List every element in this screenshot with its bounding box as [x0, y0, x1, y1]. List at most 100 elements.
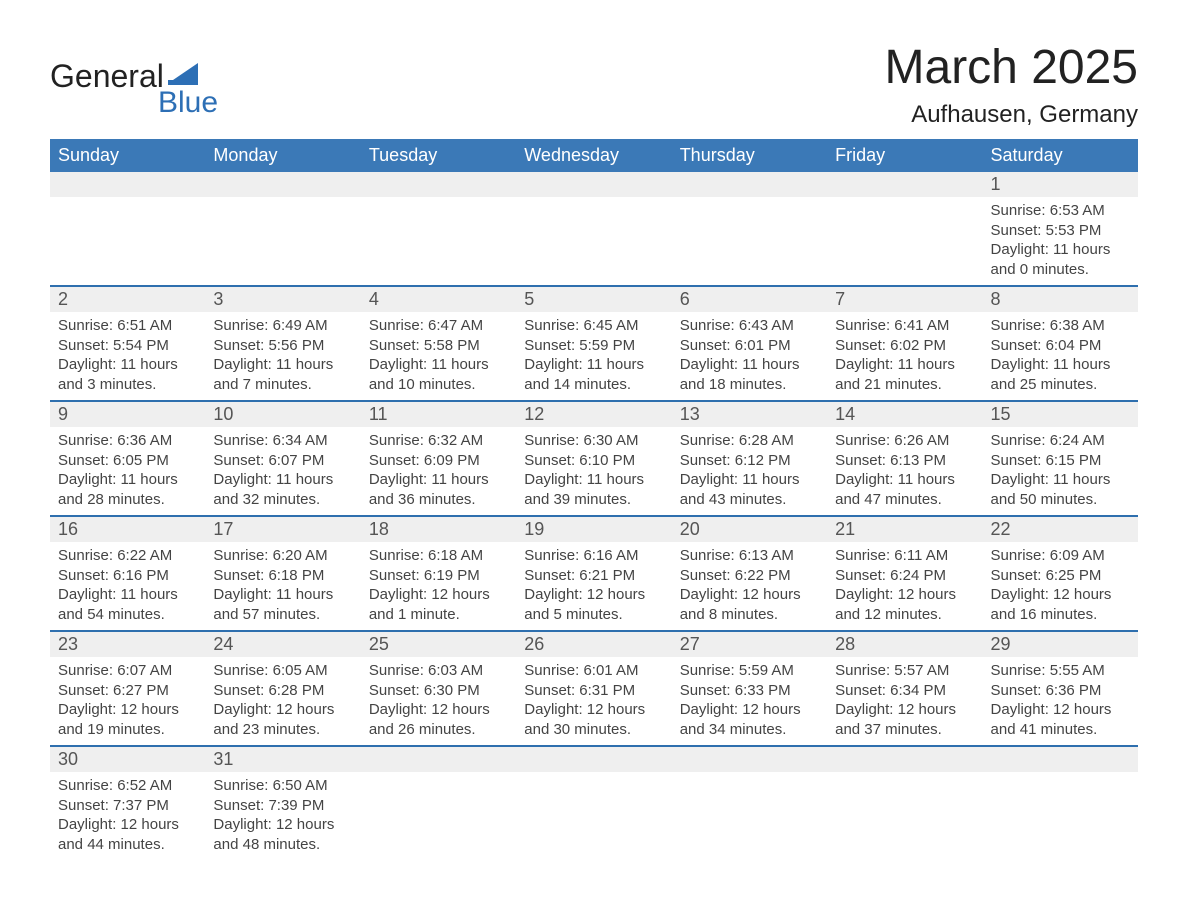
- calendar-table: Sunday Monday Tuesday Wednesday Thursday…: [50, 139, 1138, 860]
- daylight-text: Daylight: 12 hours and 23 minutes.: [213, 700, 352, 739]
- sunrise-text: Sunrise: 6:47 AM: [369, 316, 508, 336]
- daylight-text: Daylight: 11 hours and 25 minutes.: [991, 355, 1130, 394]
- sunrise-text: Sunrise: 5:55 AM: [991, 661, 1130, 681]
- sunset-text: Sunset: 6:36 PM: [991, 681, 1130, 701]
- sunrise-text: Sunrise: 6:36 AM: [58, 431, 197, 451]
- week-daynum-row: 23242526272829: [50, 631, 1138, 657]
- daylight-text: Daylight: 11 hours and 54 minutes.: [58, 585, 197, 624]
- day-number: 26: [516, 631, 671, 657]
- sunrise-text: Sunrise: 6:13 AM: [680, 546, 819, 566]
- day-number: 2: [50, 286, 205, 312]
- col-mon: Monday: [205, 139, 360, 172]
- day-cell: [516, 772, 671, 860]
- day-number: 31: [205, 746, 360, 772]
- day-number: 23: [50, 631, 205, 657]
- day-cell: Sunrise: 6:47 AMSunset: 5:58 PMDaylight:…: [361, 312, 516, 401]
- sunrise-text: Sunrise: 6:01 AM: [524, 661, 663, 681]
- day-number: 8: [983, 286, 1138, 312]
- week-data-row: Sunrise: 6:07 AMSunset: 6:27 PMDaylight:…: [50, 657, 1138, 746]
- daylight-text: Daylight: 12 hours and 44 minutes.: [58, 815, 197, 854]
- sunset-text: Sunset: 6:25 PM: [991, 566, 1130, 586]
- sunset-text: Sunset: 6:19 PM: [369, 566, 508, 586]
- sunset-text: Sunset: 6:27 PM: [58, 681, 197, 701]
- sunrise-text: Sunrise: 6:07 AM: [58, 661, 197, 681]
- daylight-text: Daylight: 11 hours and 39 minutes.: [524, 470, 663, 509]
- day-number: 10: [205, 401, 360, 427]
- sunset-text: Sunset: 6:31 PM: [524, 681, 663, 701]
- week-daynum-row: 2345678: [50, 286, 1138, 312]
- daylight-text: Daylight: 11 hours and 47 minutes.: [835, 470, 974, 509]
- col-wed: Wednesday: [516, 139, 671, 172]
- sunset-text: Sunset: 6:10 PM: [524, 451, 663, 471]
- day-cell: Sunrise: 6:03 AMSunset: 6:30 PMDaylight:…: [361, 657, 516, 746]
- day-number: [205, 172, 360, 197]
- sunrise-text: Sunrise: 6:32 AM: [369, 431, 508, 451]
- sunrise-text: Sunrise: 6:41 AM: [835, 316, 974, 336]
- sunrise-text: Sunrise: 6:09 AM: [991, 546, 1130, 566]
- day-number: 25: [361, 631, 516, 657]
- sunset-text: Sunset: 5:56 PM: [213, 336, 352, 356]
- col-fri: Friday: [827, 139, 982, 172]
- daylight-text: Daylight: 11 hours and 3 minutes.: [58, 355, 197, 394]
- day-cell: Sunrise: 6:07 AMSunset: 6:27 PMDaylight:…: [50, 657, 205, 746]
- sunrise-text: Sunrise: 6:24 AM: [991, 431, 1130, 451]
- day-cell: Sunrise: 6:22 AMSunset: 6:16 PMDaylight:…: [50, 542, 205, 631]
- sunrise-text: Sunrise: 6:20 AM: [213, 546, 352, 566]
- day-number: [361, 746, 516, 772]
- day-cell: [827, 772, 982, 860]
- sunset-text: Sunset: 6:33 PM: [680, 681, 819, 701]
- day-number: [516, 172, 671, 197]
- day-cell: [361, 197, 516, 286]
- location-label: Aufhausen, Germany: [885, 101, 1138, 129]
- day-cell: Sunrise: 6:16 AMSunset: 6:21 PMDaylight:…: [516, 542, 671, 631]
- day-cell: Sunrise: 6:20 AMSunset: 6:18 PMDaylight:…: [205, 542, 360, 631]
- day-number: 27: [672, 631, 827, 657]
- col-sat: Saturday: [983, 139, 1138, 172]
- day-cell: [205, 197, 360, 286]
- day-number: 11: [361, 401, 516, 427]
- sunrise-text: Sunrise: 6:53 AM: [991, 201, 1130, 221]
- daylight-text: Daylight: 12 hours and 1 minute.: [369, 585, 508, 624]
- daylight-text: Daylight: 12 hours and 48 minutes.: [213, 815, 352, 854]
- daylight-text: Daylight: 11 hours and 7 minutes.: [213, 355, 352, 394]
- day-number: [672, 172, 827, 197]
- sunrise-text: Sunrise: 6:52 AM: [58, 776, 197, 796]
- sunset-text: Sunset: 6:01 PM: [680, 336, 819, 356]
- sunrise-text: Sunrise: 6:45 AM: [524, 316, 663, 336]
- day-cell: Sunrise: 6:01 AMSunset: 6:31 PMDaylight:…: [516, 657, 671, 746]
- day-cell: Sunrise: 6:45 AMSunset: 5:59 PMDaylight:…: [516, 312, 671, 401]
- sunset-text: Sunset: 6:18 PM: [213, 566, 352, 586]
- daylight-text: Daylight: 11 hours and 57 minutes.: [213, 585, 352, 624]
- sunset-text: Sunset: 6:15 PM: [991, 451, 1130, 471]
- sunset-text: Sunset: 6:07 PM: [213, 451, 352, 471]
- day-cell: [983, 772, 1138, 860]
- day-cell: Sunrise: 6:11 AMSunset: 6:24 PMDaylight:…: [827, 542, 982, 631]
- day-cell: Sunrise: 6:38 AMSunset: 6:04 PMDaylight:…: [983, 312, 1138, 401]
- day-cell: Sunrise: 6:28 AMSunset: 6:12 PMDaylight:…: [672, 427, 827, 516]
- day-number: 24: [205, 631, 360, 657]
- day-number: 17: [205, 516, 360, 542]
- day-cell: Sunrise: 6:24 AMSunset: 6:15 PMDaylight:…: [983, 427, 1138, 516]
- day-number: 20: [672, 516, 827, 542]
- daylight-text: Daylight: 11 hours and 18 minutes.: [680, 355, 819, 394]
- day-number: 15: [983, 401, 1138, 427]
- daylight-text: Daylight: 12 hours and 19 minutes.: [58, 700, 197, 739]
- daylight-text: Daylight: 12 hours and 34 minutes.: [680, 700, 819, 739]
- sunset-text: Sunset: 6:16 PM: [58, 566, 197, 586]
- day-cell: [827, 197, 982, 286]
- day-cell: [516, 197, 671, 286]
- daylight-text: Daylight: 11 hours and 36 minutes.: [369, 470, 508, 509]
- sunset-text: Sunset: 5:53 PM: [991, 221, 1130, 241]
- daylight-text: Daylight: 11 hours and 43 minutes.: [680, 470, 819, 509]
- day-number: [516, 746, 671, 772]
- sunrise-text: Sunrise: 6:34 AM: [213, 431, 352, 451]
- logo-text-bottom: Blue: [158, 86, 218, 120]
- week-daynum-row: 3031: [50, 746, 1138, 772]
- sunset-text: Sunset: 5:54 PM: [58, 336, 197, 356]
- day-cell: Sunrise: 6:53 AMSunset: 5:53 PMDaylight:…: [983, 197, 1138, 286]
- sunset-text: Sunset: 6:09 PM: [369, 451, 508, 471]
- day-number: 14: [827, 401, 982, 427]
- sunrise-text: Sunrise: 6:50 AM: [213, 776, 352, 796]
- page-title: March 2025: [885, 40, 1138, 95]
- day-cell: Sunrise: 5:57 AMSunset: 6:34 PMDaylight:…: [827, 657, 982, 746]
